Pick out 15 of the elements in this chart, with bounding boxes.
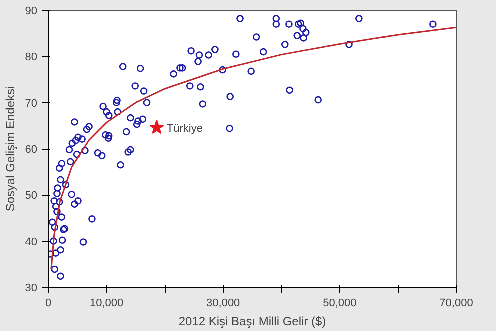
y-tick-label: 60 [25, 144, 38, 156]
annotation: Türkiye [166, 122, 203, 135]
y-tick-label: 90 [25, 6, 38, 18]
x-tick-label: 50,000 [323, 298, 357, 310]
x-tick-label: 70,000 [440, 298, 474, 310]
y-axis-title: Sosyal Gelişim Endeksi [3, 86, 18, 212]
x-tick-label: 0 [45, 298, 52, 310]
y-tick-label: 80 [25, 52, 38, 64]
y-tick-label: 50 [25, 190, 38, 202]
y-tick-label: 70 [25, 98, 38, 110]
x-axis-title: 2012 Kişi Başı Milli Gelir ($) [178, 314, 326, 328]
x-tick-label: 10,000 [90, 298, 124, 310]
y-tick-label: 30 [25, 282, 38, 294]
x-tick-label: 30,000 [206, 298, 240, 310]
y-tick-label: 40 [25, 236, 38, 248]
